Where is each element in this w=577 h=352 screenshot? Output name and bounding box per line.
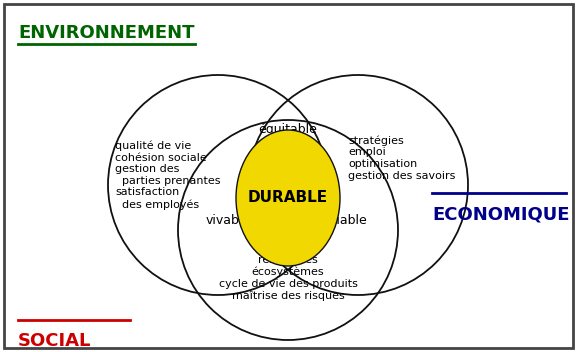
Text: SOCIAL: SOCIAL (18, 332, 91, 350)
Ellipse shape (236, 130, 340, 266)
Text: DURABLE: DURABLE (248, 190, 328, 206)
Text: vivable: vivable (205, 214, 250, 226)
Text: ECONOMIQUE: ECONOMIQUE (432, 205, 569, 223)
Text: ressources
écosystèmes
cycle de vie des produits
maîtrise des risques: ressources écosystèmes cycle de vie des … (219, 255, 357, 301)
Text: ENVIRONNEMENT: ENVIRONNEMENT (18, 24, 194, 42)
Text: stratégies
emploi
optimisation
gestion des savoirs: stratégies emploi optimisation gestion d… (349, 136, 456, 181)
Text: équitable: équitable (258, 124, 317, 137)
Text: qualité de vie
cohésion sociale
gestion des
  parties prenantes
satisfaction
  d: qualité de vie cohésion sociale gestion … (115, 140, 221, 209)
Text: viable: viable (329, 214, 367, 226)
